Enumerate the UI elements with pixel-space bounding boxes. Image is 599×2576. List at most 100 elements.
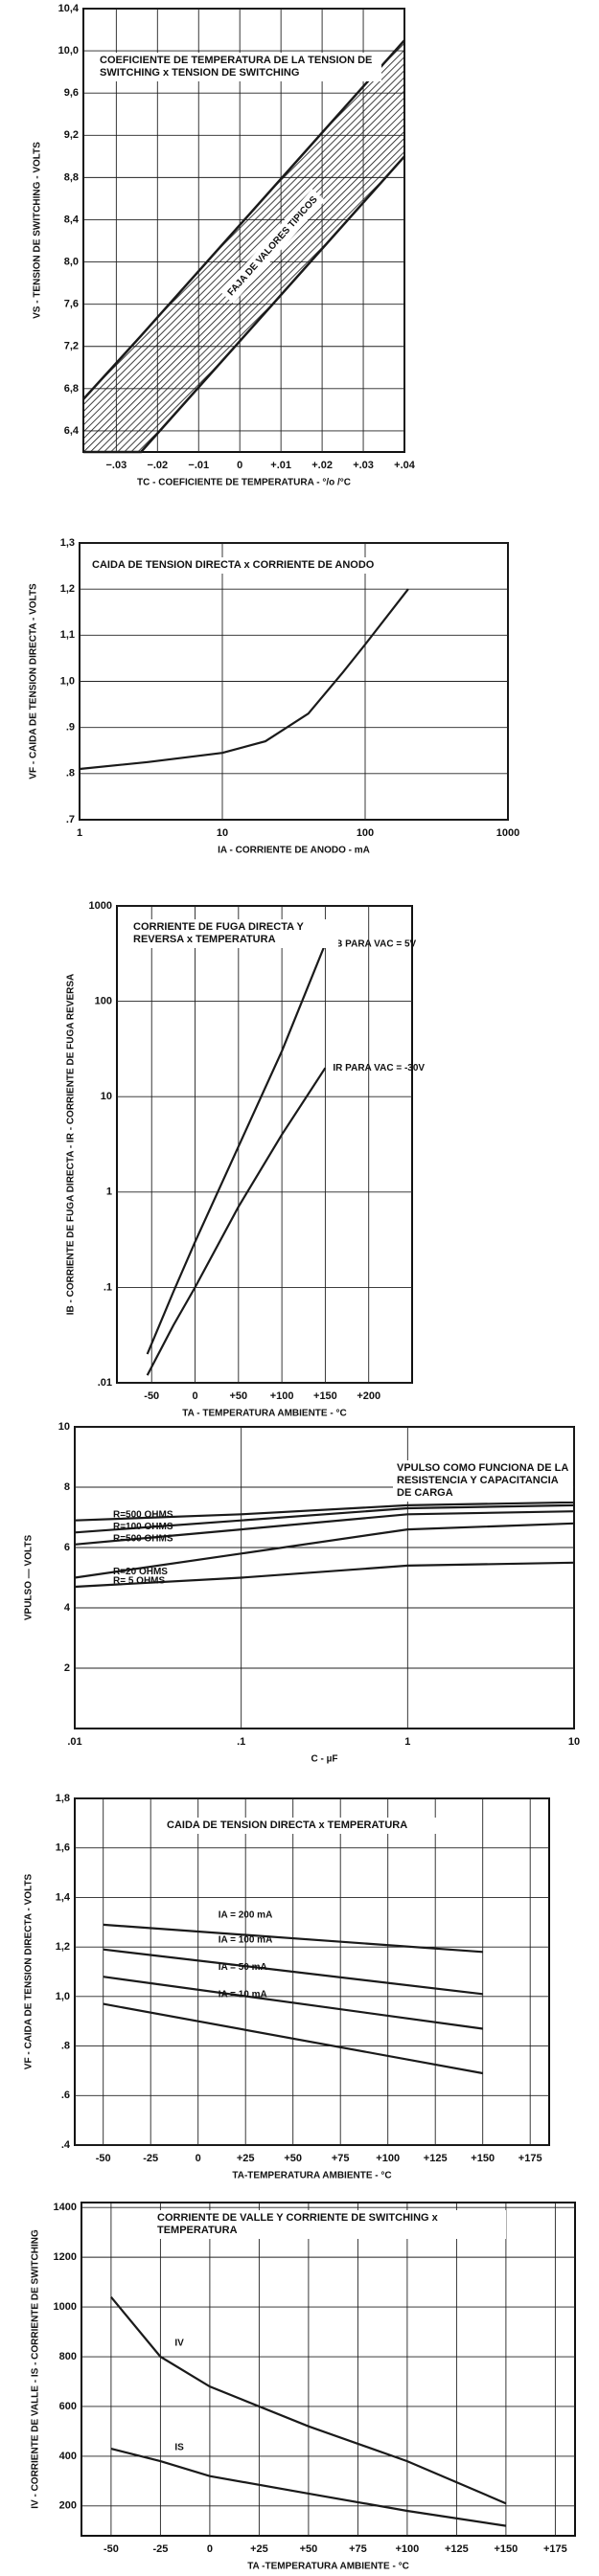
y-tick-label: 1,0 (56, 1991, 70, 2002)
y-tick-label: 6,4 (64, 425, 80, 437)
x-axis-title: TA-TEMPERATURA AMBIENTE - °C (232, 2171, 391, 2181)
y-tick-label: .4 (61, 2139, 71, 2151)
y-tick-label: 7,6 (64, 299, 79, 310)
y-tick-label: 200 (59, 2500, 77, 2512)
x-tick-label: -50 (104, 2543, 119, 2555)
line (74, 1503, 575, 1534)
x-tick-label: -50 (96, 2153, 111, 2164)
plot-frame (81, 2202, 576, 2537)
band-upper (82, 39, 405, 400)
y-tick-label: 10,0 (58, 45, 79, 56)
x-tick-label: +100 (376, 2153, 400, 2164)
y-tick-label: 1,2 (60, 583, 75, 595)
x-tick-label: +25 (250, 2543, 268, 2555)
y-tick-label: 1,6 (56, 1842, 70, 1854)
x-axis-title: TA -TEMPERATURA AMBIENTE - °C (247, 2562, 409, 2572)
plot-frame (116, 905, 413, 1384)
x-tick-label: .1 (237, 1736, 245, 1748)
y-axis-title: VS - TENSION DE SWITCHING - VOLTS (33, 142, 43, 319)
y-tick-label: 8,8 (64, 171, 79, 183)
x-tick-label: 10 (568, 1736, 580, 1748)
x-tick-label: +.04 (394, 460, 416, 471)
x-tick-label: +50 (229, 1390, 247, 1402)
line (110, 2295, 507, 2505)
x-tick-label: +75 (349, 2543, 367, 2555)
x-tick-label: 0 (207, 2543, 213, 2555)
y-tick-label: 6,8 (64, 383, 79, 395)
line (74, 1522, 575, 1579)
y-axis-title: IV - CORRIENTE DE VALLE - IS - CORRIENTE… (31, 2229, 41, 2509)
series-label: R=500 OHMS (113, 1533, 173, 1544)
y-axis-title: IB - CORRIENTE DE FUGA DIRECTA - IR - CO… (66, 974, 77, 1316)
y-tick-label: 4 (64, 1602, 71, 1614)
series-label: IV (174, 2339, 184, 2349)
y-tick-label: 1,2 (56, 1941, 70, 1953)
y-tick-label: 2 (64, 1662, 70, 1674)
y-tick-label: 1,0 (60, 675, 75, 687)
x-tick-label: +25 (237, 2153, 255, 2164)
x-tick-label: +.01 (270, 460, 291, 471)
series-label: IA = 10 mA (219, 1989, 267, 2000)
y-tick-label: 1200 (54, 2251, 77, 2263)
x-tick-label: +125 (424, 2153, 448, 2164)
y-axis-title: VF - CAIDA DE TENSION DIRECTA - VOLTS (29, 583, 39, 780)
line (146, 1067, 327, 1376)
line (103, 2002, 483, 2075)
x-tick-label: +75 (332, 2153, 350, 2164)
x-tick-label: 1 (404, 1736, 410, 1748)
x-tick-label: +150 (471, 2153, 495, 2164)
y-tick-label: .8 (66, 768, 75, 780)
x-tick-label: +175 (518, 2153, 542, 2164)
x-tick-label: -25 (152, 2543, 168, 2555)
series-label: IA = 100 mA (219, 1934, 273, 1945)
y-tick-label: 6 (64, 1542, 70, 1553)
x-tick-label: .01 (67, 1736, 81, 1748)
y-tick-label: .8 (61, 2040, 70, 2051)
y-tick-label: 1 (106, 1186, 112, 1198)
y-tick-label: 8,0 (64, 256, 79, 267)
line (103, 1923, 483, 1954)
series-label: IS (174, 2443, 184, 2453)
x-tick-label: +150 (313, 1390, 337, 1402)
y-tick-label: .01 (98, 1377, 112, 1389)
y-tick-label: .6 (61, 2090, 70, 2101)
series-label: R=500 OHMS (113, 1509, 173, 1520)
y-tick-label: .1 (104, 1281, 112, 1293)
x-tick-label: 10 (217, 827, 228, 839)
y-axis-title: VPULSO — VOLTS (24, 1535, 35, 1621)
line (103, 1948, 483, 1996)
x-tick-label: 100 (357, 827, 374, 839)
series-label: IA = 50 mA (219, 1962, 267, 1973)
chart-title: CORRIENTE DE FUGA DIRECTA Y REVERSA x TE… (129, 919, 338, 948)
x-tick-label: 0 (192, 1390, 197, 1402)
y-tick-label: 1,3 (60, 537, 75, 549)
y-axis-title: VF - CAIDA DE TENSION DIRECTA - VOLTS (24, 1873, 35, 2069)
x-tick-label: +.02 (311, 460, 333, 471)
y-tick-label: 7,2 (64, 341, 79, 352)
x-tick-label: +100 (270, 1390, 294, 1402)
chart-title: CORRIENTE DE VALLE Y CORRIENTE DE SWITCH… (153, 2210, 506, 2239)
line (79, 588, 409, 771)
x-tick-label: +100 (396, 2543, 420, 2555)
series-label: R= 5 OHMS (113, 1576, 166, 1587)
line (74, 1501, 575, 1522)
chart-title: VPULSO COMO FUNCIONA DE LA RESISTENCIA Y… (393, 1460, 573, 1502)
y-tick-label: 400 (59, 2451, 77, 2462)
y-tick-label: 600 (59, 2401, 77, 2412)
chart-title: CAIDA DE TENSION DIRECTA x TEMPERATURA (163, 1818, 458, 1834)
series-label: IB PARA VAC = 5V (333, 938, 416, 949)
y-tick-label: 10 (58, 1421, 70, 1433)
x-tick-label: −.01 (188, 460, 209, 471)
series-label: R=100 OHMS (113, 1522, 173, 1532)
x-tick-label: +150 (495, 2543, 518, 2555)
line (74, 1561, 575, 1589)
x-tick-label: +175 (543, 2543, 567, 2555)
y-tick-label: 10 (101, 1091, 112, 1102)
x-axis-title: TA - TEMPERATURA AMBIENTE - °C (182, 1409, 346, 1419)
y-tick-label: 800 (59, 2351, 77, 2362)
y-tick-label: 9,2 (64, 129, 79, 141)
y-tick-label: 8,4 (64, 214, 80, 225)
series-label: IA = 200 mA (219, 1910, 273, 1921)
x-tick-label: +50 (300, 2543, 318, 2555)
